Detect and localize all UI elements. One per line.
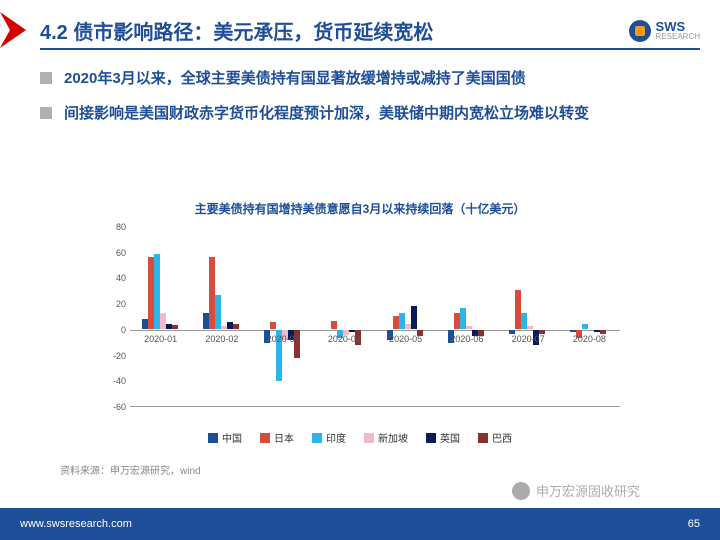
- legend-swatch: [364, 433, 374, 443]
- bullet-marker: [40, 72, 52, 84]
- bullet-item: 间接影响是美国财政赤字货币化程度预计加深，美联储中期内宽松立场难以转变: [40, 103, 680, 126]
- x-label: 2020-06: [450, 334, 483, 344]
- legend-swatch: [478, 433, 488, 443]
- chart-legend: 中国 日本 印度 新加坡 英国 巴西: [100, 430, 620, 445]
- title-underline: [40, 48, 700, 50]
- y-axis: -60-40-20020406080: [100, 227, 130, 407]
- x-label: 2020-08: [573, 334, 606, 344]
- footer-bar: www.swsresearch.com 65: [0, 508, 720, 540]
- legend-item: 印度: [312, 430, 346, 445]
- logo-icon: [629, 20, 651, 42]
- sws-logo: SWS RESEARCH: [629, 20, 700, 42]
- x-label: 2020-02: [205, 334, 238, 344]
- page-number: 65: [688, 518, 700, 530]
- legend-item: 英国: [426, 430, 460, 445]
- legend-label: 日本: [274, 430, 294, 445]
- y-tick: 80: [116, 222, 126, 232]
- slide-title: 4.2 债市影响路径：美元承压，货币延续宽松: [40, 16, 433, 45]
- chart-container: 主要美债持有国增持美债意愿自3月以来持续回落（十亿美元） -60-40-2002…: [100, 200, 620, 427]
- logo-sub: RESEARCH: [656, 33, 700, 41]
- legend-label: 新加坡: [378, 430, 408, 445]
- legend-label: 中国: [222, 430, 242, 445]
- bar: [331, 321, 337, 329]
- header-row: 4.2 债市影响路径：美元承压，货币延续宽松 SWS RESEARCH: [40, 16, 700, 45]
- y-tick: 60: [116, 248, 126, 258]
- legend-swatch: [208, 433, 218, 443]
- legend-item: 新加坡: [364, 430, 408, 445]
- chart-title: 主要美债持有国增持美债意愿自3月以来持续回落（十亿美元）: [100, 200, 620, 217]
- y-tick: -40: [113, 376, 126, 386]
- bar: [411, 306, 417, 329]
- data-source: 资料来源：申万宏源研究，wind: [60, 462, 201, 477]
- bar: [215, 295, 221, 328]
- corner-accent: [0, 12, 26, 48]
- wechat-icon: [512, 482, 530, 500]
- y-tick: 40: [116, 273, 126, 283]
- y-tick: 0: [121, 325, 126, 335]
- watermark: 申万宏源固收研究: [512, 481, 640, 500]
- bar: [466, 326, 472, 329]
- x-label: 2020-07: [512, 334, 545, 344]
- watermark-text: 申万宏源固收研究: [536, 481, 640, 500]
- bullet-list: 2020年3月以来，全球主要美债持有国显著放缓增持或减持了美国国债 间接影响是美…: [40, 68, 680, 137]
- bar: [527, 326, 533, 329]
- footer-url: www.swsresearch.com: [20, 518, 132, 530]
- legend-item: 巴西: [478, 430, 512, 445]
- bar-chart: -60-40-20020406080 2020-012020-022020-03…: [100, 227, 620, 427]
- x-label: 2020-04: [328, 334, 361, 344]
- legend-swatch: [426, 433, 436, 443]
- slide: 4.2 债市影响路径：美元承压，货币延续宽松 SWS RESEARCH 2020…: [0, 0, 720, 540]
- plot-area: 2020-01 2020-02 2020-03 2020-04 2020-05 2020-…: [130, 227, 620, 407]
- bar: [233, 324, 239, 329]
- bullet-text: 2020年3月以来，全球主要美债持有国显著放缓增持或减持了美国国债: [64, 68, 526, 91]
- bar: [270, 322, 276, 328]
- x-label: 2020-01: [144, 334, 177, 344]
- legend-label: 巴西: [492, 430, 512, 445]
- y-tick: 20: [116, 299, 126, 309]
- bar: [582, 324, 588, 329]
- legend-label: 印度: [326, 430, 346, 445]
- bullet-marker: [40, 107, 52, 119]
- legend-swatch: [260, 433, 270, 443]
- legend-item: 日本: [260, 430, 294, 445]
- legend-label: 英国: [440, 430, 460, 445]
- bullet-item: 2020年3月以来，全球主要美债持有国显著放缓增持或减持了美国国债: [40, 68, 680, 91]
- bar: [172, 325, 178, 329]
- x-label: 2020-03: [267, 334, 300, 344]
- zero-line: [130, 330, 620, 331]
- y-tick: -20: [113, 351, 126, 361]
- legend-swatch: [312, 433, 322, 443]
- bullet-text: 间接影响是美国财政赤字货币化程度预计加深，美联储中期内宽松立场难以转变: [64, 103, 589, 126]
- legend-item: 中国: [208, 430, 242, 445]
- y-tick: -60: [113, 402, 126, 412]
- x-label: 2020-05: [389, 334, 422, 344]
